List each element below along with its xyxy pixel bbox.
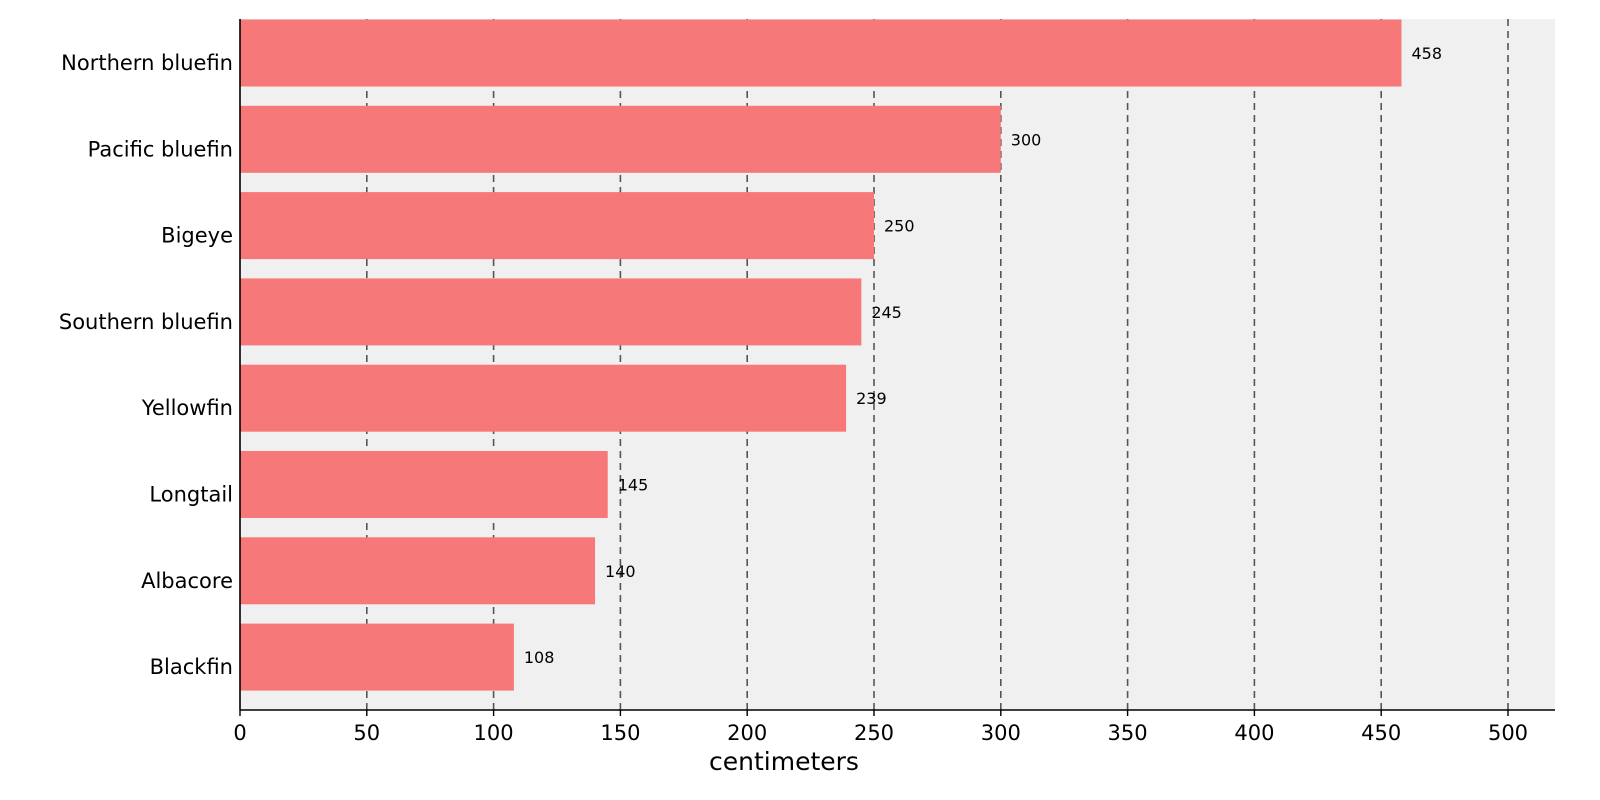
x-tick-label: 350 [1108, 721, 1148, 745]
x-tick-label: 250 [854, 721, 894, 745]
x-tick-label: 300 [981, 721, 1021, 745]
x-tick-label: 150 [600, 721, 640, 745]
bar [240, 278, 862, 346]
bar [240, 623, 514, 691]
x-tick-label: 200 [727, 721, 767, 745]
bar [240, 19, 1402, 87]
y-category-label: Northern bluefin [61, 51, 233, 75]
bar-value-label: 145 [618, 476, 649, 495]
y-axis-categories: Northern bluefin Pacific bluefin Bigeye Sou… [59, 51, 233, 679]
x-tick-label: 500 [1488, 721, 1528, 745]
x-tick-label: 450 [1361, 721, 1401, 745]
y-category-label: Albacore [141, 569, 233, 593]
bar-value-label: 245 [871, 303, 902, 322]
y-category-label: Bigeye [161, 224, 233, 248]
bar-value-label: 458 [1411, 44, 1442, 63]
bar [240, 364, 847, 432]
x-tick-label: 50 [353, 721, 380, 745]
y-category-label: Blackfin [150, 655, 233, 679]
bar [240, 451, 608, 518]
bar [240, 192, 874, 260]
y-category-label: Yellowfin [141, 396, 233, 420]
bar-value-label: 300 [1011, 130, 1042, 149]
x-tick-label: 0 [233, 721, 246, 745]
y-category-label: Longtail [149, 483, 233, 507]
bar-value-label: 250 [884, 217, 915, 236]
x-tick-label: 400 [1234, 721, 1274, 745]
bars [240, 19, 1402, 691]
bar-value-label: 239 [856, 389, 887, 408]
y-category-label: Southern bluefin [59, 310, 233, 334]
bar-value-label: 108 [524, 648, 555, 667]
y-category-label: Pacific bluefin [88, 137, 233, 161]
bar-value-label: 140 [605, 562, 636, 581]
x-axis-ticks: 0 50 100 150 200 250 300 350 400 450 500 [233, 710, 1528, 745]
bar [240, 105, 1001, 173]
data-labels: 458 300 250 245 239 145 140 108 [524, 44, 1442, 667]
x-tick-label: 100 [474, 721, 514, 745]
bar [240, 537, 596, 605]
x-axis-title: centimeters [709, 747, 859, 776]
